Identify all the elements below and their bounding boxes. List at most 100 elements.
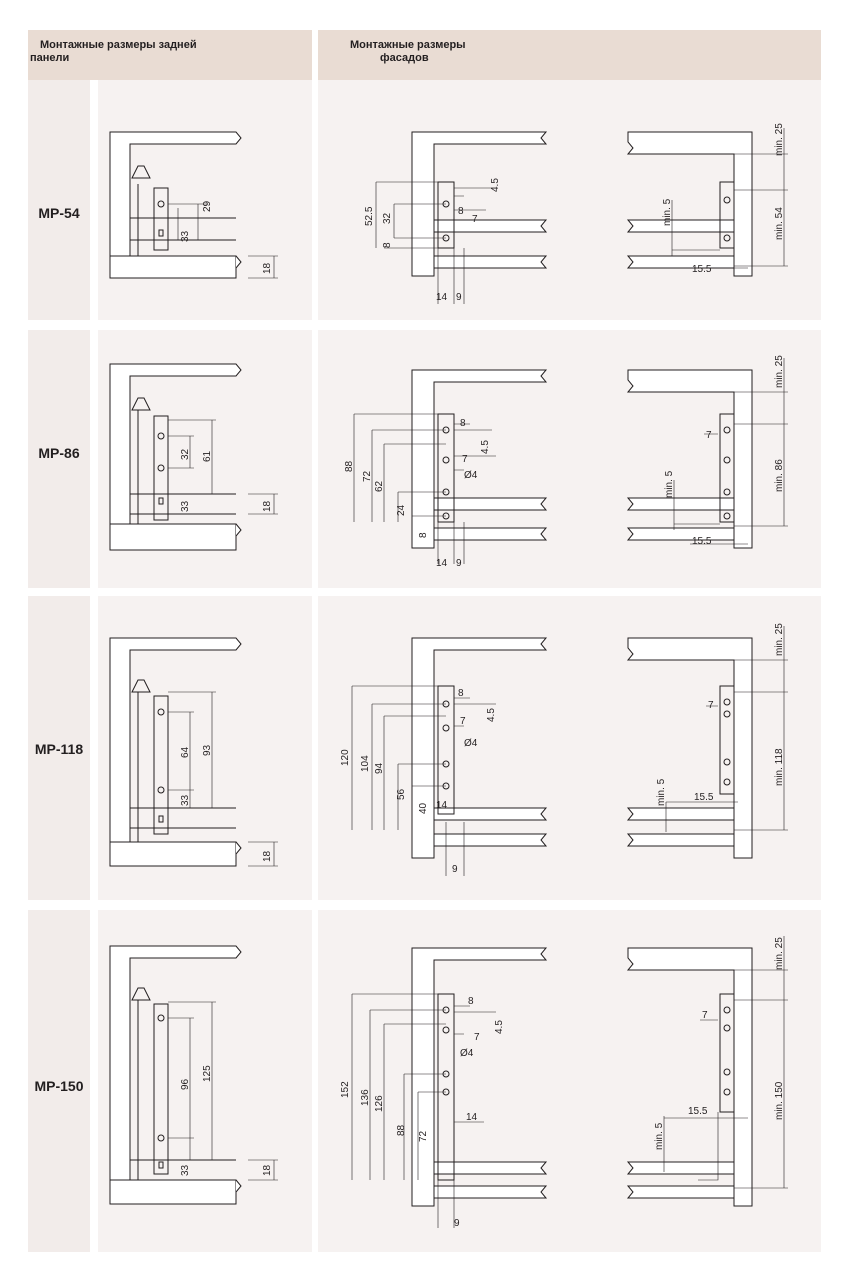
dim-label: 72	[418, 1130, 429, 1142]
dim-label: min. 25	[774, 937, 785, 970]
dim-label: 7	[708, 700, 714, 711]
dim-label: min. 5	[656, 778, 667, 806]
model-label: MP-86	[38, 445, 80, 461]
model-label: MP-118	[34, 741, 84, 757]
dim-label: 4.5	[490, 178, 501, 192]
dim-label: 7	[706, 430, 712, 441]
model-label: MP-54	[38, 205, 80, 221]
dim-label: 15.5	[692, 536, 712, 547]
dim-label: 7	[462, 454, 468, 465]
front-panel-svg: 52.5 32 8 4.5 8 7 14 9 min. 25 min. 54 m…	[364, 123, 788, 304]
back-panel-header-line-1: Монтажные размеры задней	[40, 39, 197, 51]
dim-label: 8	[382, 242, 393, 248]
front-panel-drawing: 88 72 62 24 8 8 4.5 7 Ø4 14 9 min. 25 7 …	[318, 330, 821, 588]
front-panel-svg: 120 104 94 56 40 8 7 4.5 Ø4 14 9 min. 25…	[340, 623, 788, 876]
dim-label: 40	[418, 802, 429, 814]
dim-label: 9	[454, 1218, 460, 1229]
dim-label: 4.5	[486, 708, 497, 722]
back-panel-svg: 32 61 33 18	[109, 363, 278, 551]
dim-label: 125	[202, 1065, 213, 1082]
dim-label: 126	[374, 1095, 385, 1112]
back-panel-drawing: 96 125 33 18	[98, 910, 312, 1252]
dim-label: 14	[436, 558, 448, 569]
back-panel-header: Монтажные размеры задней панели	[28, 30, 312, 80]
dim-label: 88	[344, 460, 355, 472]
dim-label: 33	[180, 230, 191, 242]
dim-label: 15.5	[694, 792, 714, 803]
back-panel-header-line-2: панели	[30, 52, 70, 64]
dim-label: 4.5	[480, 440, 491, 454]
dim-label: 9	[452, 864, 458, 875]
fronts-header-line-2: фасадов	[380, 52, 429, 64]
row-label-cell: MP-54	[28, 80, 90, 320]
dim-label: 33	[180, 500, 191, 512]
dim-label: 61	[202, 450, 213, 462]
dim-label: 15.5	[688, 1106, 708, 1117]
dim-label: min. 86	[774, 459, 785, 492]
dim-label: min. 5	[662, 198, 673, 226]
front-panel-svg: 152 136 126 88 72 8 7 4.5 Ø4 14 9 min. 2…	[340, 936, 788, 1229]
dim-label: min. 5	[654, 1122, 665, 1150]
dim-label: 32	[180, 448, 191, 460]
dim-label: 7	[702, 1010, 708, 1021]
back-panel-svg: 64 93 33 18	[109, 637, 278, 867]
dim-label: 24	[396, 504, 407, 516]
dim-label: Ø4	[460, 1048, 474, 1059]
dim-label: 136	[360, 1089, 371, 1106]
dim-label: 93	[202, 744, 213, 756]
dim-label: 88	[396, 1124, 407, 1136]
dim-label: 14	[466, 1112, 478, 1123]
model-label: MP-150	[34, 1078, 84, 1094]
dim-label: 8	[458, 206, 464, 217]
dim-label: 7	[460, 716, 466, 727]
back-panel-drawing: 29 33 18	[98, 80, 312, 320]
dim-label: 96	[180, 1078, 191, 1090]
dim-label: 18	[262, 850, 273, 862]
dim-label: min. 118	[774, 748, 785, 786]
dim-label: min. 150	[774, 1081, 785, 1120]
dim-label: 9	[456, 292, 462, 303]
dim-label: 152	[340, 1081, 351, 1098]
dim-label: 15.5	[692, 264, 712, 275]
row-label-cell: MP-118	[28, 596, 90, 900]
dim-label: min. 25	[774, 123, 785, 156]
front-panel-drawing: 120 104 94 56 40 8 7 4.5 Ø4 14 9 min. 25…	[318, 596, 821, 900]
dim-label: 56	[396, 788, 407, 800]
row-label-cell: MP-150	[28, 910, 90, 1252]
dim-label: 7	[472, 214, 478, 225]
dim-label: 120	[340, 749, 351, 766]
dim-label: 18	[262, 1164, 273, 1176]
dim-label: min. 5	[664, 470, 675, 498]
back-panel-drawing: 64 93 33 18	[98, 596, 312, 900]
front-panel-drawing: 52.5 32 8 4.5 8 7 14 9 min. 25 min. 54 m…	[318, 80, 821, 320]
dim-label: min. 54	[774, 207, 785, 240]
dim-label: min. 25	[774, 355, 785, 388]
dim-label: 8	[458, 688, 464, 699]
front-panel-drawing: 152 136 126 88 72 8 7 4.5 Ø4 14 9 min. 2…	[318, 910, 821, 1252]
dim-label: Ø4	[464, 470, 478, 481]
dim-label: 72	[362, 470, 373, 482]
dim-label: 4.5	[494, 1020, 505, 1034]
dim-label: 8	[460, 418, 466, 429]
back-panel-drawing: 32 61 33 18	[98, 330, 312, 588]
fronts-header: Монтажные размеры фасадов	[318, 30, 821, 80]
dim-label: Ø4	[464, 738, 478, 749]
dim-label: 14	[436, 292, 448, 303]
dim-label: 7	[474, 1032, 480, 1043]
back-panel-svg: 29 33 18	[109, 131, 278, 279]
fronts-header-line-1: Монтажные размеры	[350, 39, 466, 51]
dim-label: 9	[456, 558, 462, 569]
row-label-cell: MP-86	[28, 330, 90, 588]
dim-label: 18	[262, 262, 273, 274]
dim-label: 32	[382, 212, 393, 224]
front-panel-svg: 88 72 62 24 8 8 4.5 7 Ø4 14 9 min. 25 7 …	[344, 355, 788, 569]
back-panel-svg: 96 125 33 18	[109, 945, 278, 1205]
dim-label: min. 25	[774, 623, 785, 656]
dim-label: 104	[360, 755, 371, 772]
dim-label: 33	[180, 794, 191, 806]
dim-label: 29	[202, 200, 213, 212]
dim-label: 8	[418, 532, 429, 538]
dim-label: 64	[180, 746, 191, 758]
dim-label: 62	[374, 480, 385, 492]
dim-label: 52.5	[364, 206, 375, 226]
